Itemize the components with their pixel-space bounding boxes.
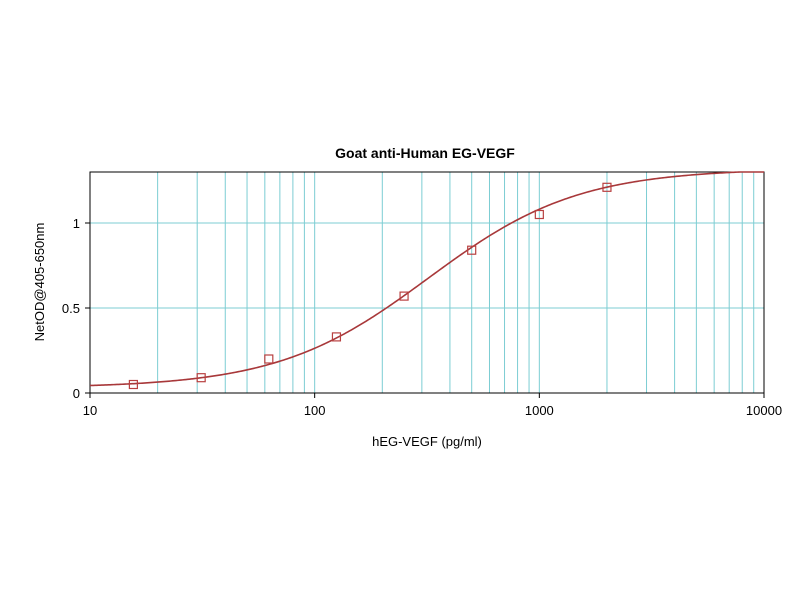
y-axis-label: NetOD@405-650nm <box>32 223 47 342</box>
fit-curve <box>89 171 764 387</box>
data-point <box>467 245 477 255</box>
x-tick-label: 10 <box>83 403 97 418</box>
x-tick-labels: 10 100 1000 10000 <box>83 403 782 418</box>
axis-ticks <box>85 222 765 398</box>
y-tick-label: 0.5 <box>62 301 80 316</box>
x-tick-label: 1000 <box>525 403 554 418</box>
x-tick-label: 10000 <box>746 403 782 418</box>
data-point <box>534 209 544 220</box>
data-point <box>128 379 138 390</box>
plot-area: 10 100 1000 10000 00.51 <box>62 171 782 418</box>
grid-lines <box>90 172 764 393</box>
plot-background <box>90 172 764 393</box>
data-point <box>399 291 409 301</box>
x-axis-label: hEG-VEGF (pg/ml) <box>372 434 482 449</box>
data-point <box>602 182 612 192</box>
data-point <box>264 354 274 364</box>
y-tick-label: 0 <box>73 386 80 401</box>
data-point <box>331 332 342 342</box>
chart-title: Goat anti-Human EG-VEGF <box>335 145 515 161</box>
data-point <box>196 373 206 383</box>
series-layer <box>89 171 764 390</box>
x-tick-label: 100 <box>304 403 326 418</box>
plot-frame <box>89 171 765 394</box>
y-tick-label: 1 <box>73 216 80 231</box>
y-tick-labels: 00.51 <box>62 216 80 401</box>
